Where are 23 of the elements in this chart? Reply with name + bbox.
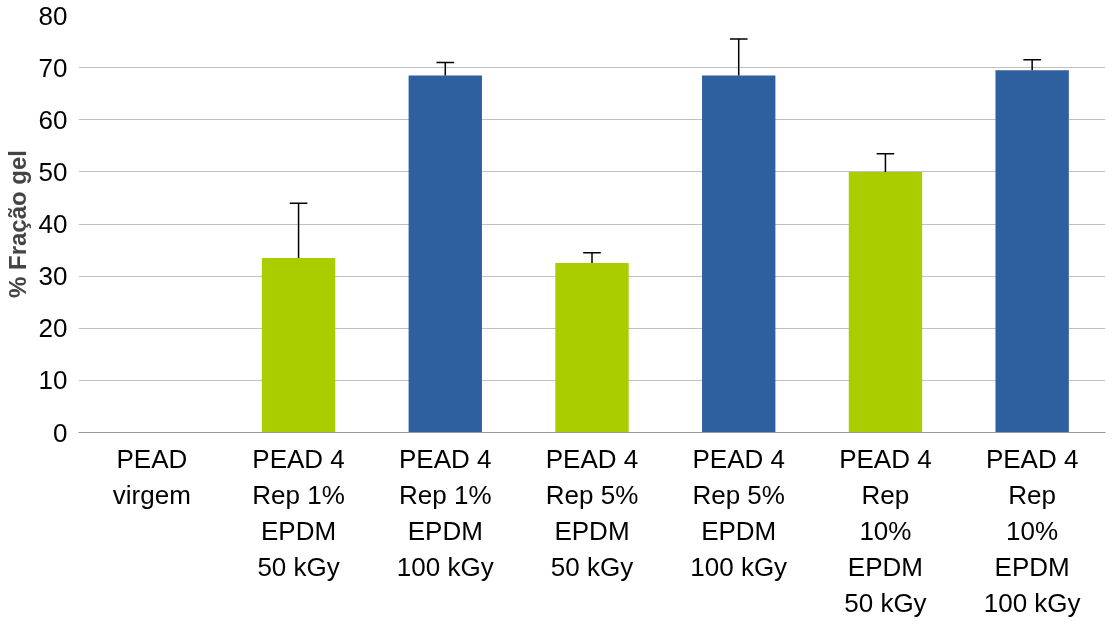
x-tick-label: PEAD 4 Rep 10% EPDM 50 kGy [839, 443, 932, 618]
x-tick-label: PEAD 4 Rep 10% EPDM 100 kGy [983, 443, 1081, 618]
x-tick-label: PEAD 4 Rep 1% EPDM 50 kGy [252, 443, 345, 582]
x-tick-label: PEAD 4 Rep 5% EPDM 50 kGy [545, 443, 639, 582]
y-tick-label: 0 [53, 417, 68, 448]
y-tick-label: 70 [38, 52, 68, 83]
bar [995, 70, 1069, 433]
y-tick-label: 10 [38, 365, 68, 396]
bar [702, 75, 776, 433]
y-tick-label: 30 [38, 261, 68, 292]
bar [261, 257, 336, 433]
y-axis-title: % Fração gel [3, 149, 31, 299]
bar [848, 171, 923, 433]
x-tick-label: PEAD 4 Rep 1% EPDM 100 kGy [396, 443, 494, 582]
bar [555, 263, 629, 433]
y-tick-label: 60 [38, 104, 68, 135]
x-tick-label: PEAD 4 Rep 5% EPDM 100 kGy [690, 443, 788, 582]
y-tick-label: 40 [38, 209, 68, 239]
y-tick-label: 50 [38, 156, 68, 187]
bar [408, 75, 482, 433]
x-tick-label: PEAD virgem [112, 443, 191, 510]
y-tick-label: 80 [38, 0, 68, 31]
y-tick-label: 20 [38, 313, 68, 344]
